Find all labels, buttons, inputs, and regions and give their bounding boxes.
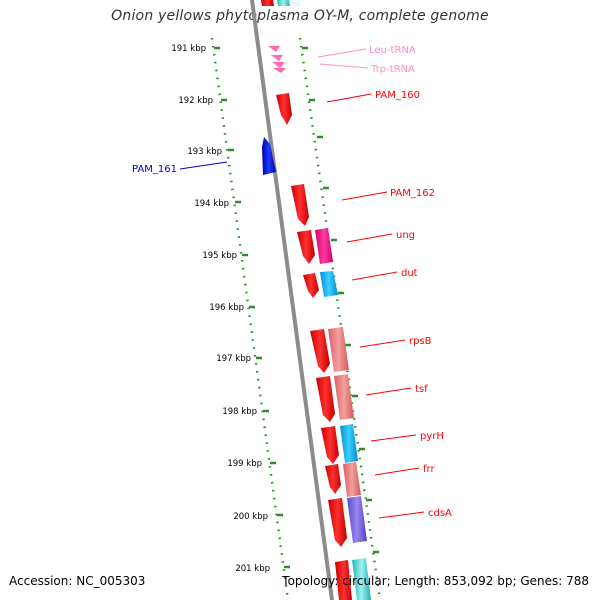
ruler-label: 198 kbp: [222, 407, 257, 417]
ruler-tick: 199 kbp: [227, 459, 276, 469]
gene-cdsA[interactable]: [328, 496, 367, 547]
feature-bottom-partial: [335, 558, 371, 600]
ruler-tick: 191 kbp: [171, 44, 220, 54]
gene-ung[interactable]: [297, 228, 333, 264]
gene-label-pam-162[interactable]: PAM_162: [390, 188, 435, 199]
ruler-label: 200 kbp: [233, 512, 268, 522]
ruler-label: 201 kbp: [235, 564, 270, 574]
ruler-label: 194 kbp: [194, 199, 229, 209]
ruler-tick: 194 kbp: [194, 199, 241, 209]
gene-label-tsf[interactable]: tsf: [415, 384, 428, 395]
ruler-tick: 197 kbp: [216, 354, 262, 364]
ruler-tick: 200 kbp: [233, 512, 283, 522]
gene-label-ung[interactable]: ung: [396, 230, 415, 241]
gene-label-frr[interactable]: frr: [423, 464, 435, 475]
ruler-label: 197 kbp: [216, 354, 251, 364]
accession-text: Accession: NC_005303: [9, 574, 146, 588]
ruler-tick: 195 kbp: [202, 251, 248, 261]
gene-label-rpsB[interactable]: rpsB: [409, 336, 432, 347]
ruler-tick: 193 kbp: [187, 147, 234, 157]
ruler-tick: 196 kbp: [209, 303, 255, 313]
ruler-label: 193 kbp: [187, 147, 222, 157]
genome-summary-text: Topology: circular; Length: 853,092 bp; …: [282, 574, 589, 588]
ruler: 191 kbp 192 kbp 193 kbp 194 kbp 195 kbp …: [171, 44, 379, 574]
trna-marker-leu[interactable]: [268, 46, 280, 52]
ruler-label: 199 kbp: [227, 459, 262, 469]
gene-label-pam-160[interactable]: PAM_160: [375, 90, 420, 101]
ruler-tick: 198 kbp: [222, 407, 269, 417]
ruler-label: 196 kbp: [209, 303, 244, 313]
ruler-line-left: [210, 37, 290, 600]
gene-pam-160[interactable]: [276, 93, 292, 125]
gene-label-pyrH[interactable]: pyrH: [420, 431, 444, 442]
gene-tsf[interactable]: [316, 374, 354, 422]
gene-pam-161[interactable]: [262, 137, 276, 175]
ruler-label: 195 kbp: [202, 251, 237, 261]
gene-pam-162[interactable]: [291, 184, 309, 226]
feature-top-partial: [261, 0, 301, 6]
ruler-tick: 192 kbp: [178, 96, 227, 106]
gene-label-cdsA[interactable]: cdsA: [428, 508, 452, 519]
gene-label-trp-trna[interactable]: Trp-tRNA: [370, 64, 415, 75]
leader-lines: [179, 48, 425, 519]
backbone-line: [250, 0, 334, 600]
gene-label-dut[interactable]: dut: [401, 268, 418, 279]
gene-pyrH[interactable]: [321, 424, 358, 464]
ruler-line-right: [298, 37, 382, 600]
gene-rpsB[interactable]: [310, 327, 349, 373]
ruler-label: 191 kbp: [171, 44, 206, 54]
map-title: Onion yellows phytoplasma OY-M, complete…: [111, 8, 489, 24]
gene-dut[interactable]: [303, 271, 338, 298]
gene-label-pam-161[interactable]: PAM_161: [132, 164, 177, 175]
ruler-tick: 201 kbp: [235, 564, 290, 574]
trna-marker-trp[interactable]: [271, 55, 286, 73]
ruler-label: 192 kbp: [178, 96, 213, 106]
gene-frr[interactable]: [325, 462, 361, 497]
gene-label-leu-trna[interactable]: Leu-tRNA: [369, 45, 416, 56]
